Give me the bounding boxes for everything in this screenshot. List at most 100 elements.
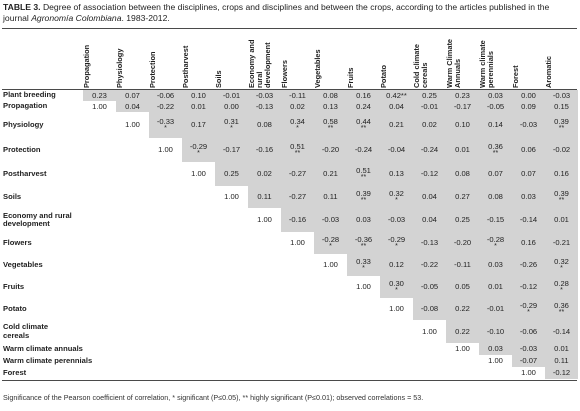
correlation-cell: 0.11 [248,186,281,208]
cell-value: 0.03 [488,260,503,269]
correlation-cell: 0.39 ** [347,186,380,208]
correlation-cell: 0.10 [182,90,215,101]
top-rule [2,28,577,29]
journal-name: Agronomía Colombiana [31,13,122,23]
correlation-cell: 0.16 [512,232,545,254]
correlation-cell: -0.22 [413,254,446,276]
row-label-warm-climate-annuals: Warm climate annuals [3,343,83,353]
cell-value: 0.23 [92,90,107,100]
correlation-cell: 0.23 [446,90,479,101]
column-header-propagation: Propagation [82,44,91,88]
cell-value: 1.00 [224,192,239,201]
correlation-cell: 0.07 [479,162,512,186]
correlation-cell: 0.17 [182,112,215,138]
cell-value: -0.20 [321,145,340,154]
correlation-cell: 0.51 ** [281,138,314,162]
correlation-cell: 0.03 [479,343,512,355]
cell-value: 0.00 [521,90,536,100]
cell-value: -0.01 [486,304,505,313]
cell-value: -0.03 [321,215,340,224]
correlation-cell: 0.25 [413,90,446,101]
correlation-cell: -0.11 [281,90,314,101]
correlation-cell: 0.07 [116,90,149,101]
correlation-cell: 1.00 [380,298,413,320]
cell-value: 0.11 [554,356,569,365]
cell-value: -0.21 [552,238,571,247]
correlation-cell: 0.02 [281,101,314,112]
significance-mark: ** [492,150,499,157]
cell-value: 0.17 [191,120,206,129]
correlation-cell: -0.24 [413,138,446,162]
cell-value: -0.04 [387,145,406,154]
cell-value: 0.39 [554,117,569,126]
column-header-fruits: Fruits [346,67,355,88]
cell-value: 0.04 [389,101,404,111]
cell-value: 0.33 [356,257,371,266]
cell-value: -0.16 [255,145,274,154]
cell-value: -0.01 [420,101,439,111]
cell-value: 0.08 [488,192,503,201]
correlation-cell: 0.11 [545,355,578,367]
significance-mark: ** [327,125,334,132]
correlation-cell: 0.34 * [281,112,314,138]
correlation-cell: 0.22 [446,298,479,320]
cell-value: 0.08 [455,169,470,178]
cell-value: 0.51 [290,142,305,151]
column-header-warm-climate-annuals: Warm Climate Annuals [445,38,462,88]
correlation-cell: 0.04 [413,186,446,208]
correlation-cell: 0.58 ** [314,112,347,138]
correlation-cell: 0.03 [479,90,512,101]
cell-value: 1.00 [422,326,437,336]
cell-value: 0.25 [455,215,470,224]
table-row: Protection 1.00 -0.29 * -0.17 -0.16 0.51 ** -0.2… [0,138,580,162]
cell-value: -0.12 [519,282,538,291]
correlation-cell: 0.32 * [545,254,578,276]
cell-value: 0.23 [455,90,470,100]
correlation-cell: -0.13 [248,101,281,112]
correlation-cell: 0.39 ** [545,186,578,208]
cell-value: -0.03 [519,344,538,353]
cell-value: 0.30 [389,279,404,288]
correlation-cell: 0.36 ** [545,298,578,320]
correlation-cell: -0.29 * [512,298,545,320]
correlation-cell: -0.21 [545,232,578,254]
correlation-cell: 0.05 [446,276,479,298]
table-row: Warm climate perennials 1.00 -0.07 0.11 [0,355,580,367]
cell-value: 1.00 [125,120,140,129]
correlation-cell: -0.03 [545,90,578,101]
cell-value: -0.36 [354,235,373,244]
cell-value: 0.03 [488,90,503,100]
correlation-cell: 0.51 ** [347,162,380,186]
correlation-cell: -0.12 [512,276,545,298]
column-header-physiology: Physiology [115,48,124,88]
correlation-cell: 0.36 ** [479,138,512,162]
correlation-cell: -0.29 * [380,232,413,254]
column-header-potato: Potato [379,65,388,88]
cell-value: 0.44 [356,117,371,126]
correlation-cell: 0.04 [380,101,413,112]
correlation-cell: 0.13 [380,162,413,186]
row-label-flowers: Flowers [3,237,32,247]
table-row: Plant breeding 0.23 0.07 -0.06 0.10 -0.01 -0.0… [0,90,580,101]
cell-value: 1.00 [290,238,305,247]
significance-mark: ** [360,125,367,132]
cell-value: 1.00 [488,356,503,365]
cell-value: 0.36 [488,142,503,151]
significance-mark: * [362,265,365,272]
significance-mark: ** [558,197,565,204]
correlation-cell: -0.14 [512,208,545,232]
cell-value: -0.06 [519,326,538,336]
significance-mark: * [296,125,299,132]
table-row: Flowers 1.00 -0.28 * -0.36 ** -0.29 * -0.13 -0.20… [0,232,580,254]
correlation-cell: 0.10 [446,112,479,138]
table-row: Warm climate annuals 1.00 0.03 -0.03 0.01 [0,343,580,355]
cell-value: 1.00 [356,282,371,291]
correlation-cell: 0.23 [83,90,116,101]
cell-value: 0.07 [521,169,536,178]
correlation-cell: 1.00 [314,254,347,276]
cell-value: 0.10 [455,120,470,129]
correlation-cell: 0.09 [512,101,545,112]
cell-value: 0.13 [323,101,338,111]
correlation-cell: 0.08 [446,162,479,186]
